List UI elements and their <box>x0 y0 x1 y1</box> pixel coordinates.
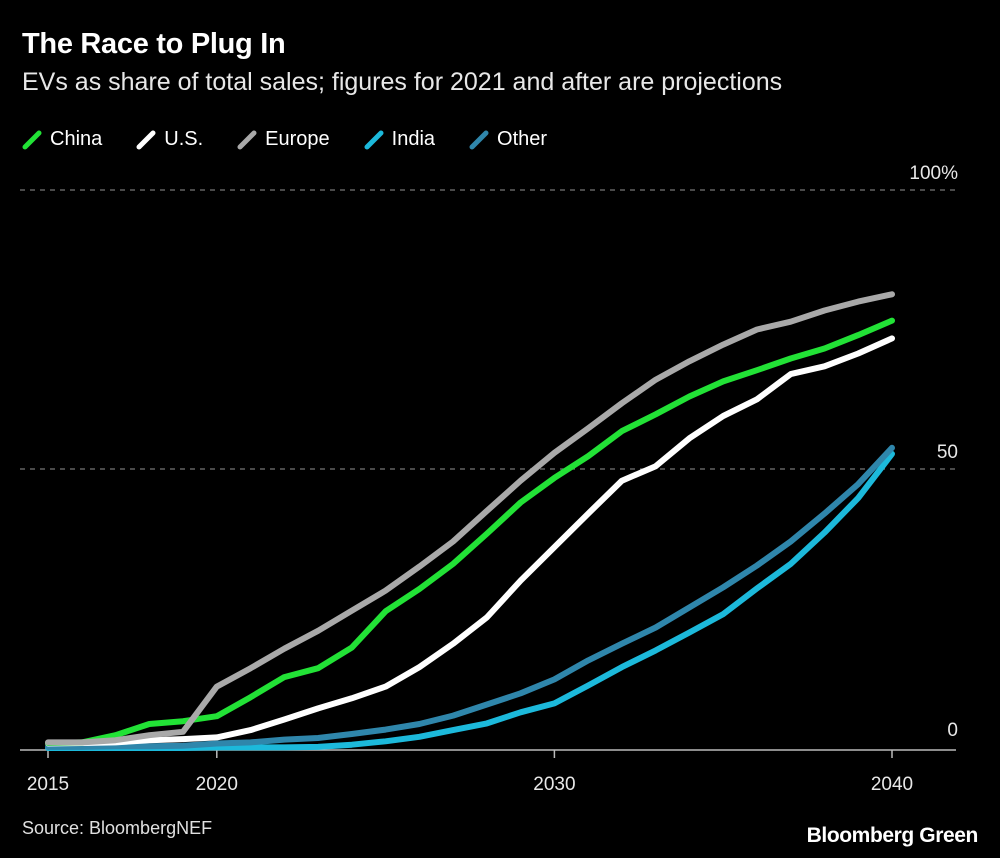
series-line-us <box>45 335 895 747</box>
y-tick-label: 50 <box>937 442 958 463</box>
legend-item: China <box>22 128 102 151</box>
legend-swatch-icon <box>136 130 156 149</box>
brand-logo: Bloomberg Green <box>806 824 979 847</box>
series-line-other <box>45 444 895 750</box>
legend: China U.S. Europe India Other <box>22 128 581 151</box>
legend-item: India <box>364 128 435 151</box>
legend-label: Other <box>497 128 548 150</box>
legend-label: India <box>391 128 436 150</box>
chart-title: The Race to Plug In <box>22 28 286 60</box>
legend-label: Europe <box>265 128 330 150</box>
legend-item: Other <box>469 128 547 151</box>
legend-swatch-icon <box>469 130 489 149</box>
x-tick-label: 2015 <box>27 774 69 795</box>
series-line-india <box>45 450 895 751</box>
legend-swatch-icon <box>22 130 42 149</box>
legend-label: U.S. <box>164 128 204 150</box>
source-note: Source: BloombergNEF <box>22 818 213 838</box>
y-tick-label: 0 <box>947 720 958 741</box>
legend-item: U.S. <box>136 128 203 151</box>
series-line-europe <box>45 291 895 746</box>
chart-subtitle: EVs as share of total sales; figures for… <box>22 68 783 96</box>
legend-item: Europe <box>237 128 330 151</box>
y-tick-label: 100% <box>909 163 958 184</box>
legend-swatch-icon <box>237 130 257 149</box>
legend-swatch-icon <box>364 130 384 149</box>
x-tick-label: 2040 <box>871 774 913 795</box>
x-tick-label: 2020 <box>196 774 238 795</box>
legend-label: China <box>50 128 103 150</box>
series-line-china <box>45 317 895 746</box>
x-tick-label: 2030 <box>533 774 575 795</box>
